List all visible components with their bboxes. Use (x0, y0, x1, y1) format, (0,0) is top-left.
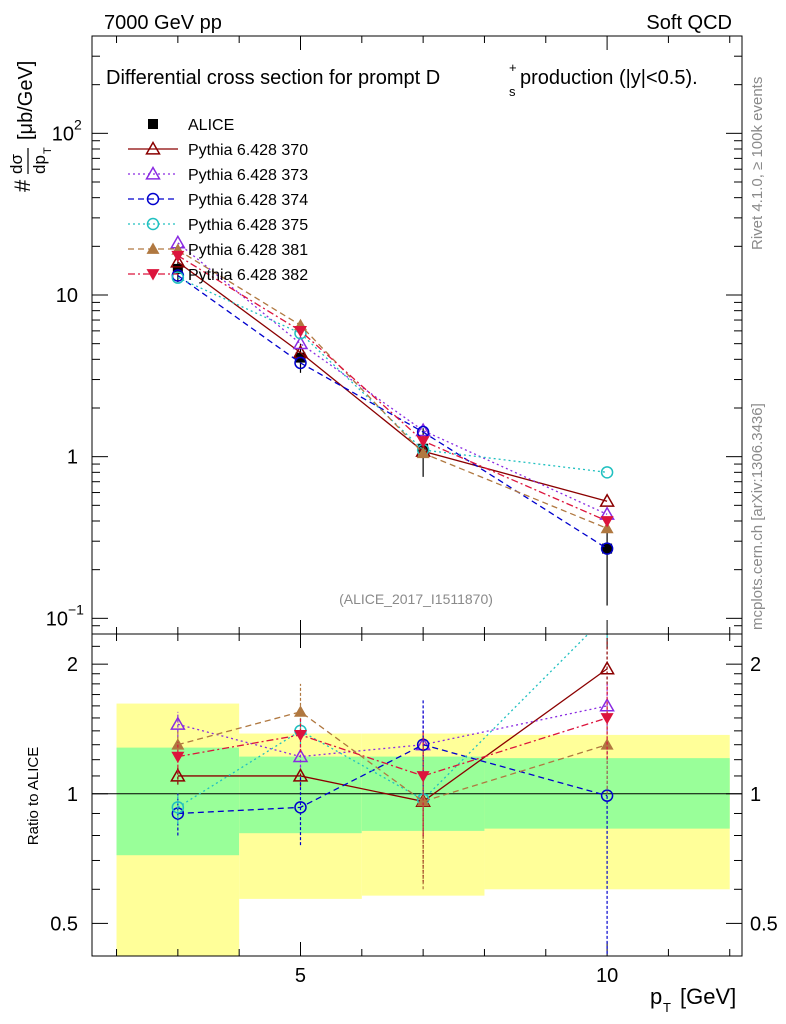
series-1-point (170, 253, 186, 268)
series-3-point (600, 542, 614, 555)
header-right: Soft QCD (646, 12, 732, 34)
series-6-point (293, 325, 307, 338)
x-label-unit: [GeV] (680, 984, 736, 1009)
y-tick-exponent: 2 (74, 116, 82, 132)
series-6-point (171, 250, 185, 263)
x-axis-label: p T [GeV] (650, 984, 736, 1015)
series-3-ratio-point (600, 789, 614, 802)
analysis-id: (ALICE_2017_I1511870) (339, 591, 493, 607)
series-4-point (600, 466, 614, 479)
legend-marker-2 (145, 165, 161, 180)
title-sup: + (509, 60, 517, 75)
series-4-ratio-line (177, 634, 590, 808)
series-0-point (172, 263, 183, 274)
series-4-ratio-point (602, 610, 613, 621)
title-sub: s (509, 84, 516, 99)
y-label-den: dp (30, 155, 49, 174)
series-5-line (177, 249, 608, 529)
series-4-ratio-point (171, 801, 185, 814)
series-1-line (177, 261, 608, 502)
series-6-line (177, 255, 608, 522)
ratio-tick-label-right: 2 (750, 654, 761, 676)
title-tail: production (|y|<0.5). (520, 67, 698, 89)
series-2-line (177, 242, 608, 515)
series-1-ratio-point (170, 767, 186, 782)
series-5-ratio-point (293, 705, 307, 717)
y-label-num: dσ (7, 154, 26, 174)
chart-title: Differential cross section for prompt D … (106, 60, 698, 99)
y-label-hash: # (10, 179, 35, 192)
legend-label-2: Pythia 6.428 373 (188, 167, 308, 184)
series-4-point (171, 271, 185, 284)
legend-marker-1 (145, 140, 161, 155)
legend-label-6: Pythia 6.428 382 (188, 267, 308, 284)
series-2-ratio-point (599, 697, 615, 712)
series-6-point (600, 516, 614, 528)
legend-marker-6 (146, 269, 160, 281)
y-tick-exponent: −1 (68, 601, 84, 617)
series-0-point (602, 543, 613, 554)
ratio-tick-label-left: 2 (67, 654, 78, 676)
x-label-p: p (650, 984, 662, 1009)
legend-label-5: Pythia 6.428 381 (188, 242, 308, 259)
series-3-point (294, 356, 307, 370)
series-6-ratio-point (600, 713, 614, 725)
y-label-unit: [μb/GeV] (15, 61, 37, 140)
x-tick-label: 5 (295, 965, 306, 987)
ratio-tick-label-right: 1 (750, 784, 761, 806)
y-axis-label: # dσ dp T [μb/GeV] (7, 61, 54, 192)
ratio-series (170, 610, 615, 956)
legend-marker-0 (148, 119, 158, 129)
y-tick-label: 10 (52, 123, 74, 145)
ratio-axis-label: Ratio to ALICE (25, 747, 42, 845)
legend-marker-4 (146, 217, 160, 231)
series-3-line (177, 274, 608, 550)
ratio-frame (91, 633, 743, 957)
legend: ALICE Pythia 6.428 370 Pythia 6.428 373 Pyt… (128, 117, 308, 284)
series-5-point (416, 446, 430, 459)
mcplots-label: mcplots.cern.ch [arXiv:1306.3436] (749, 403, 766, 630)
x-tick-label: 10 (596, 965, 618, 987)
legend-label-3: Pythia 6.428 374 (188, 192, 308, 209)
series-5-ratio-line (177, 711, 608, 803)
legend-marker-5 (146, 242, 160, 254)
series-6-ratio-point (171, 751, 185, 764)
header-left: 7000 GeV pp (104, 12, 222, 34)
rivet-label: Rivet 4.1.0, ≥ 100k events (749, 77, 766, 250)
x-label-sub: T (663, 1000, 671, 1015)
legend-marker-3 (146, 192, 160, 206)
y-tick-label: 1 (67, 447, 78, 469)
y-tick-label: 10 (46, 608, 68, 630)
series-5-point (600, 521, 614, 534)
series-6-point (416, 436, 430, 448)
series-1-point (599, 493, 615, 507)
series-5-ratio-point (416, 794, 430, 807)
series-2-ratio-point (170, 716, 186, 730)
y-label-den-sub: T (42, 147, 54, 154)
series-1-ratio-point (599, 660, 615, 675)
ratio-tick-label-left: 1 (67, 784, 78, 806)
ratio-tick-label-left: 0.5 (50, 913, 78, 935)
series-5-ratio-point (171, 738, 185, 750)
main-series (170, 234, 615, 606)
series-4-line (177, 277, 608, 473)
series-6-ratio-point (416, 771, 430, 783)
series-2-point (292, 335, 309, 350)
y-tick-label: 10 (56, 285, 78, 307)
legend-label-4: Pythia 6.428 375 (188, 217, 308, 234)
series-2-point (415, 422, 431, 437)
legend-label-0: ALICE (188, 117, 234, 134)
series-3-ratio-point (294, 801, 307, 814)
title-main: Differential cross section for prompt D (106, 67, 440, 89)
series-1-ratio-point (292, 767, 309, 782)
series-6-ratio-line (177, 717, 608, 777)
ratio-tick-label-right: 0.5 (750, 913, 778, 935)
series-3-ratio-line (177, 744, 608, 815)
series-1-ratio-line (177, 668, 608, 803)
series-6-ratio-point (293, 730, 307, 742)
series-2-ratio-point (292, 748, 309, 763)
legend-label-1: Pythia 6.428 370 (188, 142, 308, 159)
